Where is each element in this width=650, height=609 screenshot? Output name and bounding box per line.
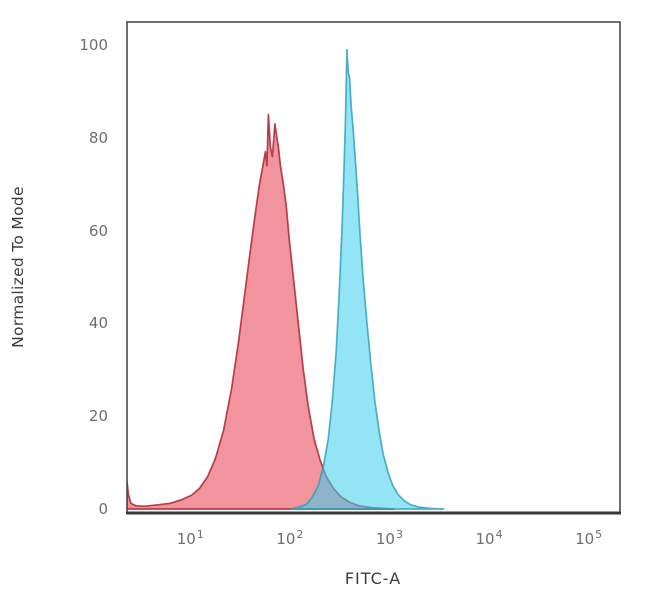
x-tick-exponent: 2 [296,528,304,541]
x-tick-base: 10 [375,530,395,548]
y-tick-label-40: 40 [88,314,108,333]
y-axis-tick-labels: 0 20 40 60 80 100 [60,0,108,609]
x-tick-label-10e4: 104 [475,528,503,548]
x-axis-title: FITC-A [344,569,402,588]
x-tick-base: 10 [276,530,296,548]
y-tick-label-20: 20 [88,407,108,426]
x-tick-base: 10 [575,530,595,548]
x-tick-base: 10 [475,530,495,548]
x-tick-exponent: 1 [196,528,204,541]
x-tick-label-10e1: 101 [176,528,204,548]
y-tick-label-60: 60 [88,221,108,240]
x-tick-label-10e2: 102 [276,528,304,548]
y-tick-label-0: 0 [98,500,108,518]
x-tick-base: 10 [176,530,196,548]
x-tick-exponent: 5 [595,528,603,541]
x-tick-exponent: 4 [495,528,503,541]
cyan-population-area [290,48,445,510]
x-tick-label-10e3: 103 [375,528,403,548]
y-tick-label-80: 80 [88,128,108,147]
y-tick-label-100: 100 [79,36,108,54]
x-tick-label-10e5: 105 [575,528,603,548]
x-tick-exponent: 3 [395,528,403,541]
